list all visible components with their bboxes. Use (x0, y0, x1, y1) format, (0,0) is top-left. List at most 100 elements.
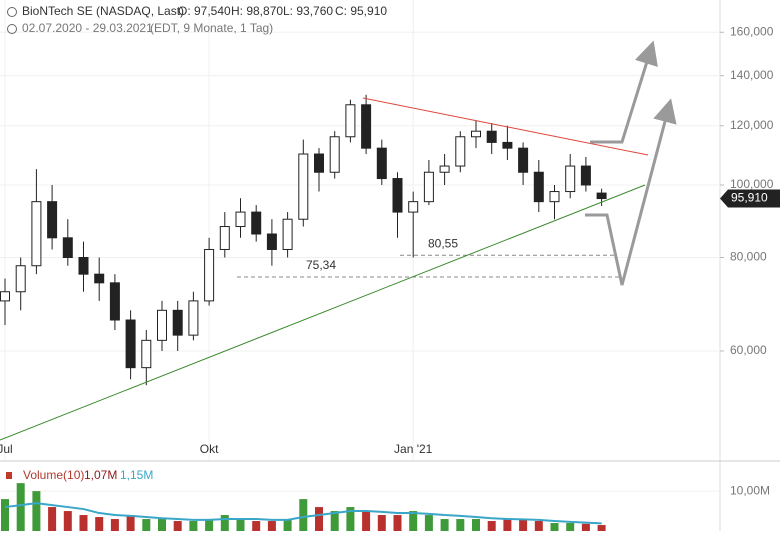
candle-body (502, 141, 513, 149)
clock-icon (7, 24, 17, 34)
level-label: 80,55 (428, 236, 458, 250)
volume-bar (503, 519, 512, 531)
x-tick-label: Jan '21 (394, 442, 433, 456)
candle-body (109, 282, 120, 321)
candle-body (565, 165, 576, 193)
volume-bar (63, 511, 72, 531)
volume-bar (283, 519, 292, 531)
y-tick-label: 100,000 (730, 177, 774, 191)
title: BioNTech SE (NASDAQ, Last) (22, 4, 184, 18)
volume-bar (267, 521, 276, 531)
candle-body (455, 136, 466, 167)
volume-bar (409, 511, 418, 531)
support-line (0, 184, 646, 441)
volume-bar (299, 499, 308, 531)
candle-body (0, 291, 10, 302)
candle-body (219, 226, 230, 250)
candle-body (62, 237, 73, 259)
volume-title: Volume(10) (23, 468, 84, 482)
candle-body (282, 218, 293, 250)
candle-body (471, 130, 481, 138)
volume-bar (424, 515, 433, 531)
candle-body (204, 248, 215, 302)
candle-body (376, 147, 387, 180)
volume-bar (377, 515, 386, 531)
candle-body (533, 171, 544, 203)
volume-ma-legend: 1,15M (120, 468, 153, 482)
candle-body (408, 201, 419, 213)
candle-body (314, 153, 324, 173)
volume-bar (362, 511, 371, 531)
stat: C: 95,910 (335, 4, 387, 18)
candle-body (423, 171, 434, 203)
subtitle: (EDT, 9 Monate, 1 Tag) (150, 21, 273, 35)
y-tick-label: 80,000 (730, 250, 767, 264)
candle-body (266, 233, 277, 250)
volume-bar (48, 507, 57, 531)
volume-bar (142, 519, 151, 531)
volume-bar (472, 519, 480, 531)
volume-bar (95, 517, 104, 531)
volume-bar (487, 521, 496, 531)
volume-bar (550, 523, 559, 531)
volume-bar (252, 521, 261, 531)
volume-bar (173, 521, 182, 531)
candle-body (439, 165, 450, 173)
arrow-up (590, 40, 658, 144)
y-tick-label: 140,000 (730, 68, 774, 82)
x-tick-label: Jul (0, 442, 13, 456)
volume-bar (440, 519, 449, 531)
candle-body (345, 104, 356, 138)
candle-body (329, 136, 340, 173)
candle-body (157, 309, 167, 341)
candle-body (141, 339, 152, 369)
volume-bar (79, 515, 88, 531)
candle-body (235, 211, 246, 228)
volume-legend: 1,07M (84, 468, 117, 482)
stat: H: 98,870 (231, 4, 283, 18)
candle-body (94, 273, 105, 284)
candle-body (392, 178, 403, 213)
candle-body (298, 153, 309, 220)
x-tick-label: Okt (200, 442, 219, 456)
y-tick-label: 120,000 (730, 118, 774, 132)
candle-body (361, 104, 372, 149)
volume-bar (456, 519, 465, 531)
candle-body (486, 130, 497, 143)
volume-bar (519, 519, 528, 531)
volume-bar (32, 491, 41, 531)
stat: O: 97,540 (178, 4, 231, 18)
volume-bar (126, 515, 135, 531)
period: 02.07.2020 - 29.03.2021 (22, 21, 153, 35)
volume-bar (220, 515, 229, 531)
volume-tick-label: 10,00M (730, 483, 770, 497)
candle-body (172, 309, 183, 336)
volume-bar (236, 519, 245, 531)
volume-bar (1, 499, 9, 531)
candle-body (125, 319, 136, 369)
candle-body (188, 300, 199, 336)
y-tick-label: 160,000 (730, 24, 774, 38)
y-tick-label: 60,000 (730, 343, 767, 357)
candle-body (549, 191, 560, 203)
candle-body (78, 257, 89, 275)
candle-body (518, 147, 529, 173)
candle-body (251, 211, 262, 235)
volume-bar (110, 519, 119, 531)
volume-bar (189, 521, 198, 531)
volume-bar (205, 519, 214, 531)
stat: L: 93,760 (283, 4, 333, 18)
arrow-down-up (585, 98, 677, 286)
volume-bar (393, 515, 402, 531)
volume-bar (346, 507, 355, 531)
volume-bar (158, 519, 166, 531)
volume-bar (534, 521, 543, 531)
candle-body (31, 201, 42, 267)
volume-bar (581, 523, 590, 531)
volume-icon (6, 472, 12, 479)
candle-body (580, 165, 591, 186)
info-icon (7, 7, 17, 17)
